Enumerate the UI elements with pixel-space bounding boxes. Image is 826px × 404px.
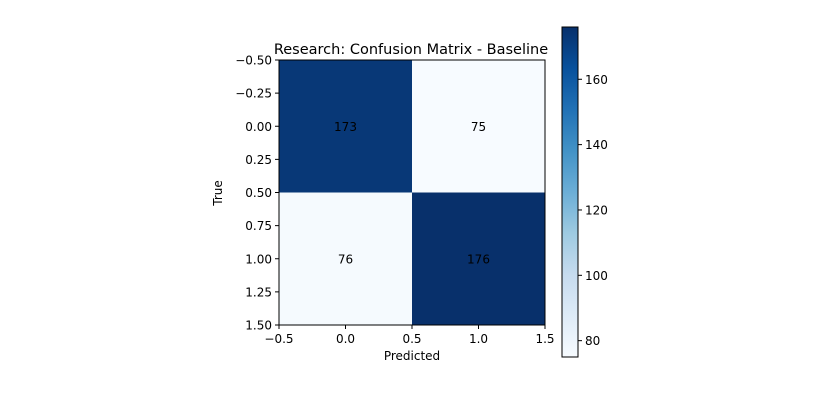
y-tick-label-3: 0.25 (245, 153, 272, 167)
y-tick-label-4: 0.50 (245, 186, 272, 200)
x-tick-label-1: 0.0 (336, 332, 355, 346)
heatmap-cell-0-0 (279, 60, 412, 193)
heatmap-cell-1-0 (279, 192, 412, 325)
y-tick-label-1: −0.25 (235, 87, 272, 101)
y-tick-label-2: 0.00 (245, 120, 272, 134)
y-axis-ticks: −0.50 −0.25 0.00 0.25 0.50 0.75 1.00 1.25 1.50 (235, 54, 279, 333)
x-tick-label-2: 0.5 (402, 332, 421, 346)
y-axis-label: True (211, 180, 225, 207)
colorbar-frame (561, 26, 579, 358)
y-tick-label-8: 1.50 (245, 319, 272, 333)
x-tick-label-0: −0.5 (264, 332, 293, 346)
x-tick-label-4: 1.5 (535, 332, 554, 346)
heatmap-cell-labels: 173 75 76 176 (334, 120, 490, 267)
y-tick-label-6: 1.00 (245, 252, 272, 266)
cell-value-1-0: 76 (338, 252, 353, 266)
heatmap-cell-1-1 (412, 192, 545, 325)
x-tick-label-3: 1.0 (469, 332, 488, 346)
colorbar-tick-label-2: 120 (585, 203, 608, 217)
x-axis-ticks: −0.5 0.0 0.5 1.0 1.5 (264, 325, 555, 346)
y-tick-label-7: 1.25 (245, 285, 272, 299)
heatmap-cells (279, 60, 545, 325)
cell-value-0-0: 173 (334, 120, 357, 134)
heatmap-cell-0-1 (412, 60, 545, 193)
colorbar-tick-label-3: 140 (585, 138, 608, 152)
cell-value-1-1: 176 (467, 252, 490, 266)
colorbar-tick-label-4: 160 (585, 73, 608, 87)
colorbar-tick-label-0: 80 (585, 334, 600, 348)
x-axis-label: Predicted (384, 349, 440, 363)
colorbar-ticks: 80 100 120 140 160 (578, 73, 608, 348)
y-tick-label-0: −0.50 (235, 54, 272, 68)
colorbar-tick-label-1: 100 (585, 269, 608, 283)
y-tick-label-5: 0.75 (245, 219, 272, 233)
chart-title: Research: Confusion Matrix - Baseline (274, 42, 548, 58)
colorbar (562, 27, 578, 357)
cell-value-0-1: 75 (471, 120, 486, 134)
